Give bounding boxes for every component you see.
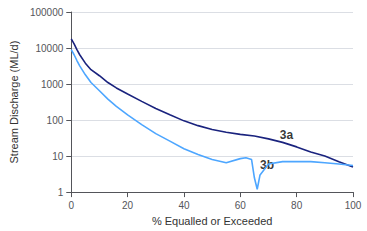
- svg-text:Stream Discharge (ML/d): Stream Discharge (ML/d): [8, 41, 20, 164]
- svg-text:10000: 10000: [35, 43, 63, 54]
- svg-text:20: 20: [122, 200, 134, 211]
- svg-text:60: 60: [235, 200, 247, 211]
- svg-text:80: 80: [291, 200, 303, 211]
- svg-text:100: 100: [47, 115, 64, 126]
- svg-text:1000: 1000: [41, 79, 64, 90]
- svg-text:3b: 3b: [260, 158, 274, 173]
- svg-text:1: 1: [58, 187, 64, 198]
- svg-text:100: 100: [345, 200, 362, 211]
- svg-text:40: 40: [178, 200, 190, 211]
- svg-text:3a: 3a: [280, 128, 294, 142]
- svg-text:100000: 100000: [30, 7, 64, 18]
- svg-text:10: 10: [52, 151, 64, 162]
- svg-text:% Equalled or Exceeded: % Equalled or Exceeded: [152, 215, 272, 227]
- svg-text:0: 0: [68, 200, 74, 211]
